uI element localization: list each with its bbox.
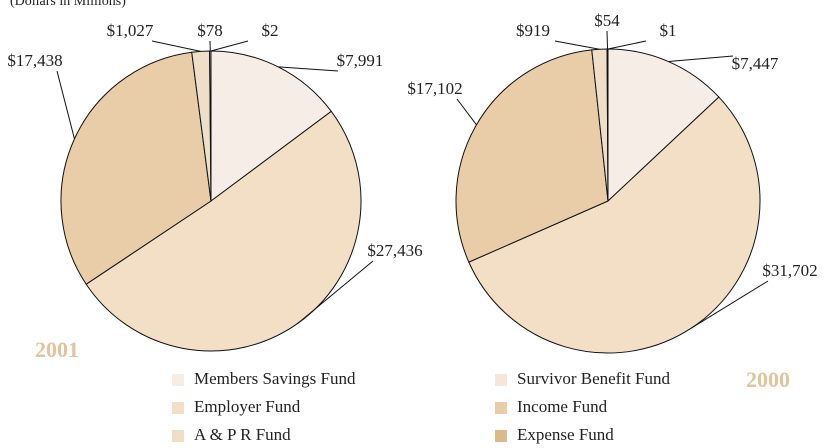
slice-label: $17,438 xyxy=(7,51,62,70)
legend-swatch xyxy=(172,402,184,414)
legend-swatch xyxy=(495,430,507,442)
leader-line xyxy=(278,66,339,72)
leader-line xyxy=(554,40,600,50)
slice-label: $78 xyxy=(197,21,223,40)
slice-label: $919 xyxy=(516,21,550,40)
slice-label: $2 xyxy=(262,21,279,40)
legend-label: Expense Fund xyxy=(517,425,614,444)
pie-title: 2000 xyxy=(746,367,790,392)
leader-line xyxy=(151,40,201,52)
slice-label: $27,436 xyxy=(367,241,422,260)
legend-label: A & P R Fund xyxy=(194,425,291,444)
slice-label: $7,991 xyxy=(337,51,384,70)
legend-swatch xyxy=(172,374,184,386)
slice-label: $54 xyxy=(594,11,620,30)
leader-line xyxy=(456,98,477,126)
legend-label: Survivor Benefit Fund xyxy=(517,369,670,388)
legend-label: Members Savings Fund xyxy=(194,369,356,388)
leader-line xyxy=(668,55,734,63)
leader-line xyxy=(606,30,609,50)
legend-swatch xyxy=(495,402,507,414)
leader-line xyxy=(607,40,647,50)
legend-label: Employer Fund xyxy=(194,397,301,416)
leader-line xyxy=(691,280,769,329)
slice-label: $1 xyxy=(660,21,677,40)
pie-title: 2001 xyxy=(35,337,79,362)
subtitle: (Dollars in Millions) xyxy=(10,0,126,9)
legend-swatch xyxy=(495,374,507,386)
slice-label: $17,102 xyxy=(407,79,462,98)
slice-label: $7,447 xyxy=(732,54,779,73)
leader-line xyxy=(56,70,75,140)
leader-line xyxy=(297,260,374,324)
leader-line xyxy=(210,40,249,52)
slice-label: $31,702 xyxy=(762,261,817,280)
pie-slice xyxy=(455,49,609,263)
slice-label: $1,027 xyxy=(107,21,154,40)
pie-slice xyxy=(607,48,720,203)
legend-swatch xyxy=(172,430,184,442)
legend-label: Income Fund xyxy=(517,397,608,416)
